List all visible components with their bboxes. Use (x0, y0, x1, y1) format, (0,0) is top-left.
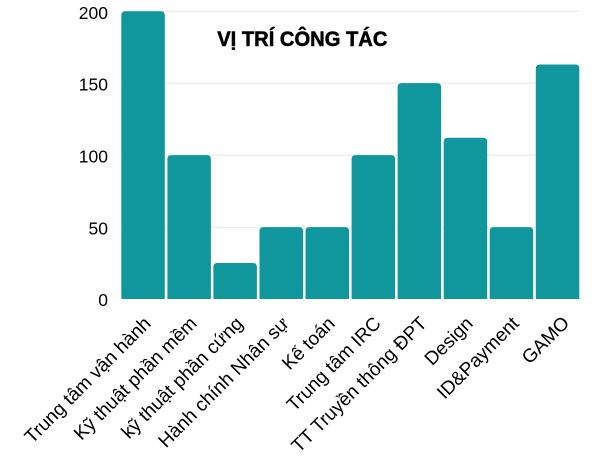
svg-text:200: 200 (79, 3, 108, 23)
svg-text:VỊ TRÍ CÔNG TÁC: VỊ TRÍ CÔNG TÁC (217, 27, 387, 51)
svg-text:100: 100 (79, 146, 108, 166)
svg-text:0: 0 (98, 290, 108, 310)
svg-text:50: 50 (89, 218, 109, 238)
svg-text:150: 150 (79, 74, 108, 94)
